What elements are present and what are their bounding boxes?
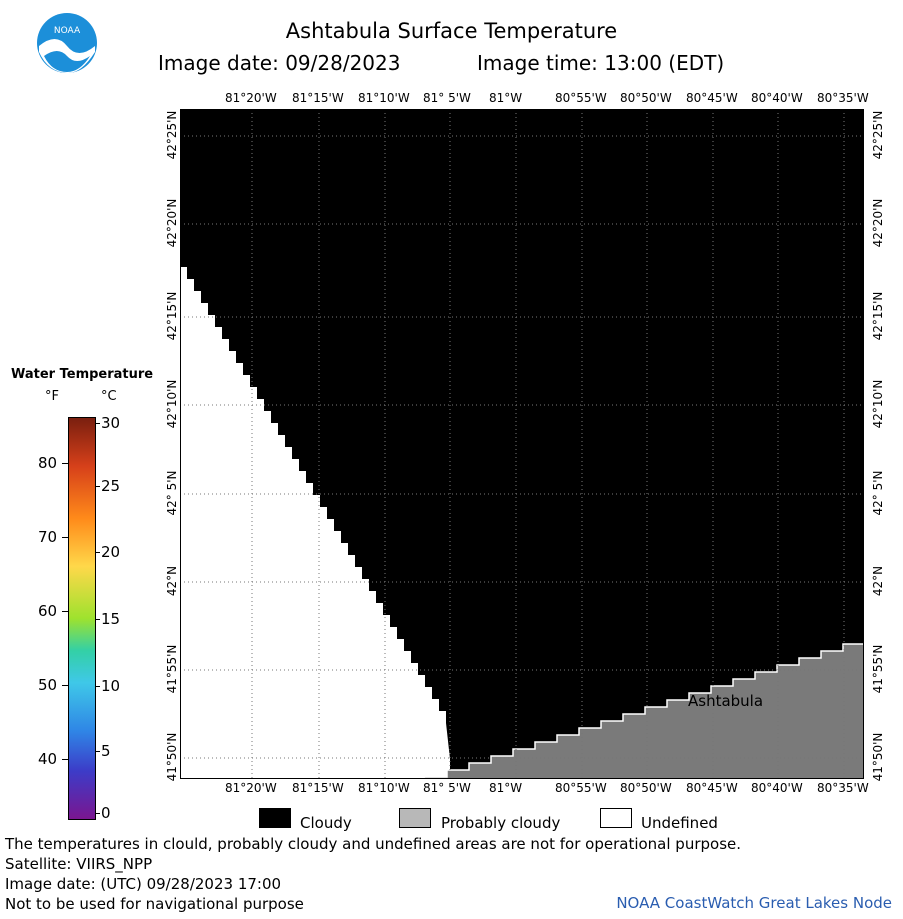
legend-c-tick: 20 <box>101 543 121 561</box>
lon-label: 80°50'W <box>620 91 672 105</box>
legend-c-tick: 5 <box>101 742 111 760</box>
lon-label: 81°20'W <box>225 781 277 795</box>
image-date: Image date: 09/28/2023 <box>158 51 401 75</box>
lon-label: 80°55'W <box>555 781 607 795</box>
map-border <box>180 109 864 779</box>
lat-label: 42°10'N <box>165 379 179 429</box>
lat-label: 41°50'N <box>165 732 179 782</box>
undefined-area <box>180 267 450 779</box>
lat-label: 42°15'N <box>871 291 885 341</box>
legend-f-tick: 80 <box>38 454 58 472</box>
lon-label: 81°W <box>489 781 523 795</box>
lat-label: 42°10'N <box>871 379 885 429</box>
key-cloudy-swatch <box>259 808 291 828</box>
lat-label: 42°N <box>871 565 885 597</box>
legend-c-tick-mark <box>95 619 100 620</box>
legend-c-tick: 25 <box>101 477 121 495</box>
temperature-colorbar <box>68 417 96 820</box>
legend-c-tick: 15 <box>101 610 121 628</box>
lon-label: 80°55'W <box>555 91 607 105</box>
lat-label: 41°55'N <box>165 644 179 694</box>
lon-label: 81°W <box>489 91 523 105</box>
legend-f-tick: 60 <box>38 602 58 620</box>
lat-label: 42°20'N <box>871 198 885 248</box>
key-undefined-label: Undefined <box>641 814 718 832</box>
probably-cloudy-area <box>419 609 864 779</box>
legend-f-tick: 70 <box>38 528 58 546</box>
legend-title: Water Temperature <box>11 367 154 382</box>
lon-label: 81°10'W <box>358 781 410 795</box>
lat-label: 41°50'N <box>871 732 885 782</box>
lat-label: 42° 5'N <box>165 470 179 516</box>
legend-f-tick-mark <box>62 759 68 760</box>
lon-label: 80°40'W <box>751 91 803 105</box>
utc-date: Image date: (UTC) 09/28/2023 17:00 <box>5 875 282 893</box>
legend-c-tick-mark <box>95 486 100 487</box>
nav-warning: Not to be used for navigational purpose <box>5 895 304 913</box>
key-cloudy-label: Cloudy <box>300 814 352 832</box>
lon-label: 81° 5'W <box>423 91 471 105</box>
lon-label: 81°15'W <box>292 91 344 105</box>
image-time: Image time: 13:00 (EDT) <box>477 51 725 75</box>
lat-label: 42° 5'N <box>871 470 885 516</box>
legend-c-tick-mark <box>95 686 100 687</box>
legend-f-tick-mark <box>62 537 68 538</box>
noaa-logo-text: NOAA <box>54 26 81 36</box>
satellite: Satellite: VIIRS_NPP <box>5 855 153 873</box>
lon-label: 80°35'W <box>817 781 869 795</box>
lat-label: 42°N <box>165 565 179 597</box>
disclaimer: The temperatures in clould, probably clo… <box>5 835 742 853</box>
lon-label: 81°15'W <box>292 781 344 795</box>
lon-label: 81°10'W <box>358 91 410 105</box>
key-undefined-swatch <box>600 808 632 828</box>
legend-unit-c: °C <box>101 389 117 404</box>
noaa-logo-icon: NOAA <box>37 13 97 74</box>
legend-f-tick: 50 <box>38 676 58 694</box>
lat-label: 41°55'N <box>871 644 885 694</box>
legend-c-tick: 10 <box>101 677 121 695</box>
lon-label: 81°20'W <box>225 91 277 105</box>
lat-label: 42°25'N <box>871 110 885 160</box>
legend-c-tick: 0 <box>101 804 111 822</box>
lon-label: 80°45'W <box>686 91 738 105</box>
map-panel <box>180 109 864 779</box>
lon-label: 80°50'W <box>620 781 672 795</box>
key-probably-cloudy-label: Probably cloudy <box>441 814 561 832</box>
lon-label: 80°35'W <box>817 91 869 105</box>
legend-c-tick-mark <box>95 751 100 752</box>
lon-label: 80°45'W <box>686 781 738 795</box>
legend-c-tick-mark <box>95 813 100 814</box>
legend-f-tick-mark <box>62 685 68 686</box>
place-label: Ashtabula <box>688 692 764 710</box>
legend-f-tick: 40 <box>38 750 58 768</box>
lat-label: 42°20'N <box>165 198 179 248</box>
ashtabula-marker-icon <box>684 673 694 683</box>
key-probably-cloudy-swatch <box>399 808 431 828</box>
legend-c-tick-mark <box>95 423 100 424</box>
legend-c-tick: 30 <box>101 414 121 432</box>
legend-f-tick-mark <box>62 463 68 464</box>
lat-label: 42°15'N <box>165 291 179 341</box>
lon-label: 80°40'W <box>751 781 803 795</box>
legend-unit-f: °F <box>45 389 59 404</box>
legend-f-tick-mark <box>62 611 68 612</box>
page-title: Ashtabula Surface Temperature <box>285 19 618 43</box>
legend-c-tick-mark <box>95 552 100 553</box>
lon-label: 81° 5'W <box>423 781 471 795</box>
credit: NOAA CoastWatch Great Lakes Node <box>616 894 892 912</box>
lat-label: 42°25'N <box>165 110 179 160</box>
